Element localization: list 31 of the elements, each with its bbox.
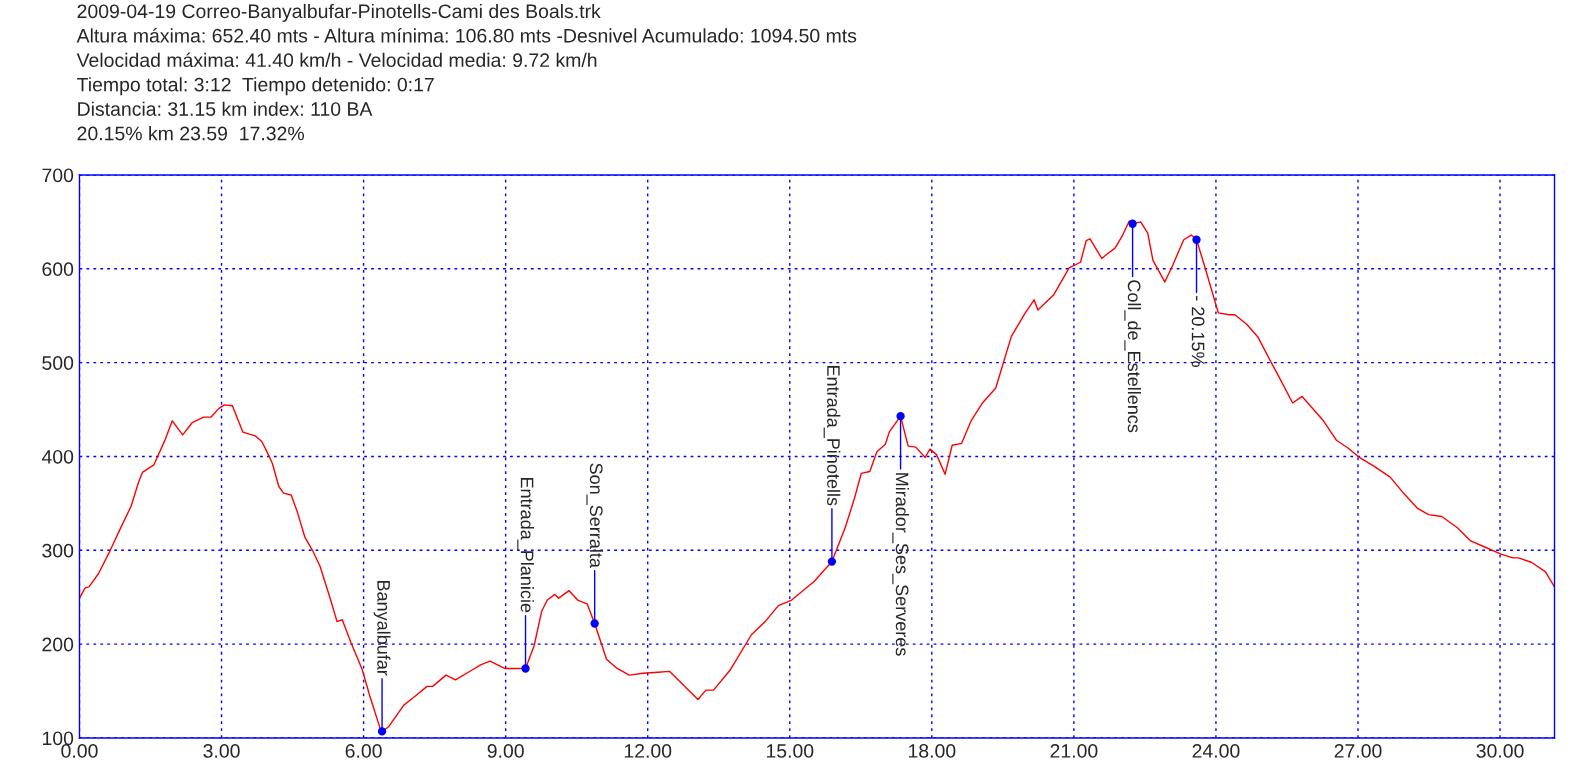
x-tick-label: 12.00 [624, 744, 672, 758]
x-tick-label: 30.00 [1476, 744, 1524, 758]
y-tick-label: 700 [42, 168, 74, 183]
annotation: Coll_de_Estellencs [1124, 280, 1142, 433]
x-tick-label: 3.00 [203, 744, 240, 758]
annotation: Entrada_Pinotells [823, 365, 841, 506]
x-tick-label: 9.00 [487, 744, 524, 758]
x-tick-label: 24.00 [1192, 744, 1240, 758]
annotation: Banyalbufar [373, 580, 391, 676]
text: Distancia: 31.15 km index: 110 BA [78, 101, 373, 116]
x-tick-label: 21.00 [1050, 744, 1098, 758]
annotation: Son_Serralta [586, 463, 604, 568]
text: 20.15% km 23.59 17.32% [77, 126, 304, 141]
y-tick-label: 400 [41, 449, 74, 464]
chart-title: 2009-04-19 Correo-Banyalbufar-Pinotells-Cami des Boals.trk [77, 3, 601, 23]
x-tick-label: 0.00 [61, 744, 98, 758]
text: Velocidad máxima: 41.40 km/h - Velocidad media: 9.72 km/h [76, 52, 597, 68]
text: Tiempo total: 3:12 Tiempo detenido: 0:17 [77, 77, 434, 96]
y-tick-label: 200 [42, 637, 74, 652]
annotation: - 20.15% [1191, 296, 1205, 367]
annotation: Mirador_Ses_Serveres [892, 473, 909, 656]
y-tick-label: 300 [42, 543, 74, 558]
y-tick-label: 100 [42, 731, 74, 746]
x-tick-label: 18.00 [908, 744, 956, 758]
x-tick-label: 15.00 [766, 744, 814, 758]
x-tick-label: 6.00 [345, 744, 382, 758]
x-tick-label: 27.00 [1334, 744, 1382, 758]
y-tick-label: 600 [42, 262, 74, 277]
annotation: Entrada_Planicie [517, 477, 534, 613]
y-tick-label: 500 [42, 356, 74, 370]
text: Altura máxima: 652.40 mts - Altura mínima: 106.80 mts -Desnivel Acumulado: 1094.50 mts [76, 28, 857, 43]
